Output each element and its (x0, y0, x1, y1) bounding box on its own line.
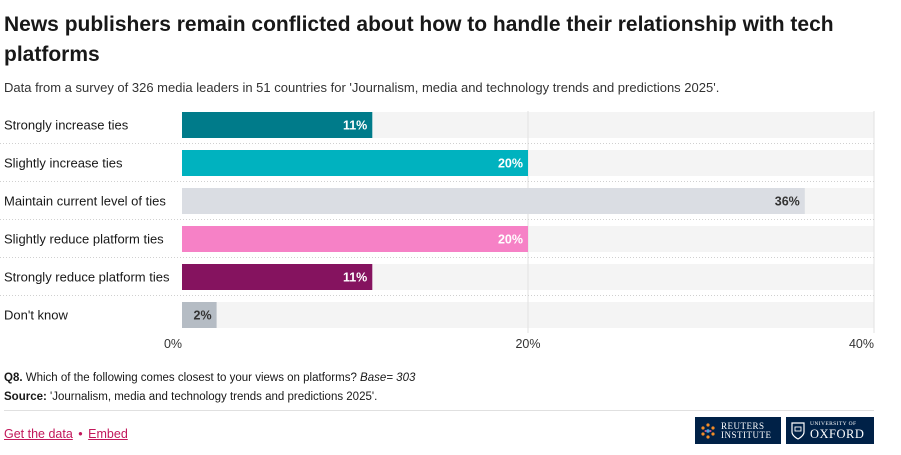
chart-subtitle: Data from a survey of 326 media leaders … (4, 80, 720, 95)
source-note: Source: 'Journalism, media and technolog… (4, 391, 377, 403)
bar (182, 226, 528, 252)
reuters-logo-line1: REUTERS (721, 420, 765, 431)
footer-links: Get the data • Embed (4, 427, 128, 441)
reuters-dots-icon (701, 422, 715, 439)
oxford-logo[interactable]: UNIVERSITY OF OXFORD (786, 417, 874, 444)
x-tick-label: 0% (164, 337, 182, 351)
question-note: Q8. Which of the following comes closest… (4, 372, 415, 384)
question-text: Which of the following comes closest to … (25, 372, 357, 384)
base-note: Base= 303 (360, 372, 416, 384)
link-separator: • (78, 427, 83, 441)
oxford-crest-icon (791, 421, 805, 440)
bar (182, 302, 217, 328)
oxford-logo-line2: OXFORD (810, 427, 865, 441)
get-data-link[interactable]: Get the data (4, 427, 73, 441)
embed-link[interactable]: Embed (88, 427, 128, 441)
category-label: Slightly increase ties (4, 156, 123, 171)
reuters-logo-line2: INSTITUTE (721, 429, 772, 440)
reuters-institute-logo[interactable]: REUTERS INSTITUTE (695, 417, 781, 444)
chart-title: News publishers remain conflicted about … (4, 13, 834, 66)
x-tick-label: 40% (849, 337, 874, 351)
bar-value-label: 11% (343, 119, 367, 133)
bar (182, 188, 805, 214)
bar-value-label: 11% (343, 271, 367, 285)
category-label: Don't know (4, 308, 69, 323)
bar-value-label: 20% (498, 157, 523, 171)
bar (182, 150, 528, 176)
source-label: Source: (4, 391, 47, 403)
x-tick-label: 20% (515, 337, 540, 351)
category-label: Slightly reduce platform ties (4, 232, 164, 247)
footer-divider (4, 410, 874, 411)
question-number: Q8. (4, 372, 23, 384)
bar-chart: 11% Strongly increase ties 20% Slightly inc… (0, 111, 875, 351)
bar (182, 112, 373, 138)
source-text: 'Journalism, media and technology trends… (50, 391, 378, 403)
oxford-logo-line1: UNIVERSITY OF (810, 421, 857, 427)
bar-value-label: 36% (775, 195, 800, 209)
category-label: Maintain current level of ties (4, 194, 166, 209)
bar-value-label: 20% (498, 233, 523, 247)
bar (182, 264, 373, 290)
category-label: Strongly increase ties (4, 118, 129, 133)
bar-value-label: 2% (194, 309, 212, 323)
category-label: Strongly reduce platform ties (4, 270, 170, 285)
